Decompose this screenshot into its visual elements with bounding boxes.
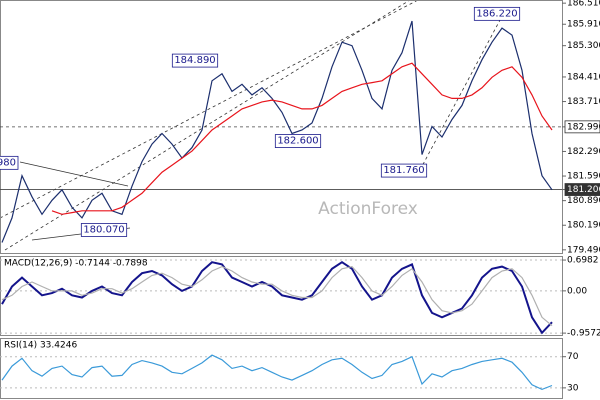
series-line: [1, 265, 553, 327]
annotation-box: [380, 163, 428, 178]
y-tick-label: 179.490: [567, 245, 600, 255]
panel: [0, 338, 563, 399]
y-tick-label: 181.590: [567, 172, 600, 182]
y-tick-label: 184.410: [567, 72, 600, 82]
y-tick-label: 180.890: [567, 196, 600, 206]
annotation-box: [171, 53, 219, 68]
series-line: [1, 20, 553, 243]
y-tick-label: 185.910: [567, 20, 600, 30]
y-tick-label: 30: [567, 383, 579, 393]
annotation: 182.600: [277, 136, 318, 147]
y-tick-label: 0.6982: [567, 256, 599, 266]
annotation: 184.890: [174, 55, 215, 66]
trendline: [19, 161, 129, 187]
annotation-box: [473, 6, 521, 21]
annotation: 180.070: [83, 224, 124, 235]
panel: [0, 256, 563, 336]
trendline: [0, 0, 419, 219]
trendline: [419, 19, 501, 171]
y-tick-label: 70: [567, 352, 579, 362]
series-line: [1, 354, 553, 391]
panel-title: MACD(12,26,9) -0.7144 -0.7898: [4, 259, 148, 269]
y-tick-label: -0.9572: [567, 329, 600, 339]
annotation: 181.980: [0, 157, 16, 168]
y-tick-label: 185.300: [567, 41, 600, 51]
tick-label-box: [564, 183, 600, 196]
y-tick-label: 0.00: [567, 286, 587, 296]
series-line: [51, 62, 553, 215]
annotation-box: [80, 223, 128, 237]
annotation: 181.760: [383, 165, 424, 176]
y-tick-label: 182.290: [567, 147, 600, 157]
annotation-box: [0, 155, 19, 170]
annotation: 186.220: [476, 8, 517, 19]
y-tick-label: 181.206: [567, 185, 600, 195]
annotation-box: [274, 134, 322, 148]
watermark: ActionForex: [318, 199, 418, 219]
panel-title: RSI(14) 33.4246: [4, 341, 77, 351]
series-line: [1, 261, 553, 335]
y-tick-label: 180.190: [567, 221, 600, 231]
tick-label-box: [564, 120, 600, 134]
y-tick-label: 182.990: [567, 122, 600, 132]
y-tick-label: 183.710: [567, 97, 600, 107]
y-tick-label: 186.510: [567, 0, 600, 9]
